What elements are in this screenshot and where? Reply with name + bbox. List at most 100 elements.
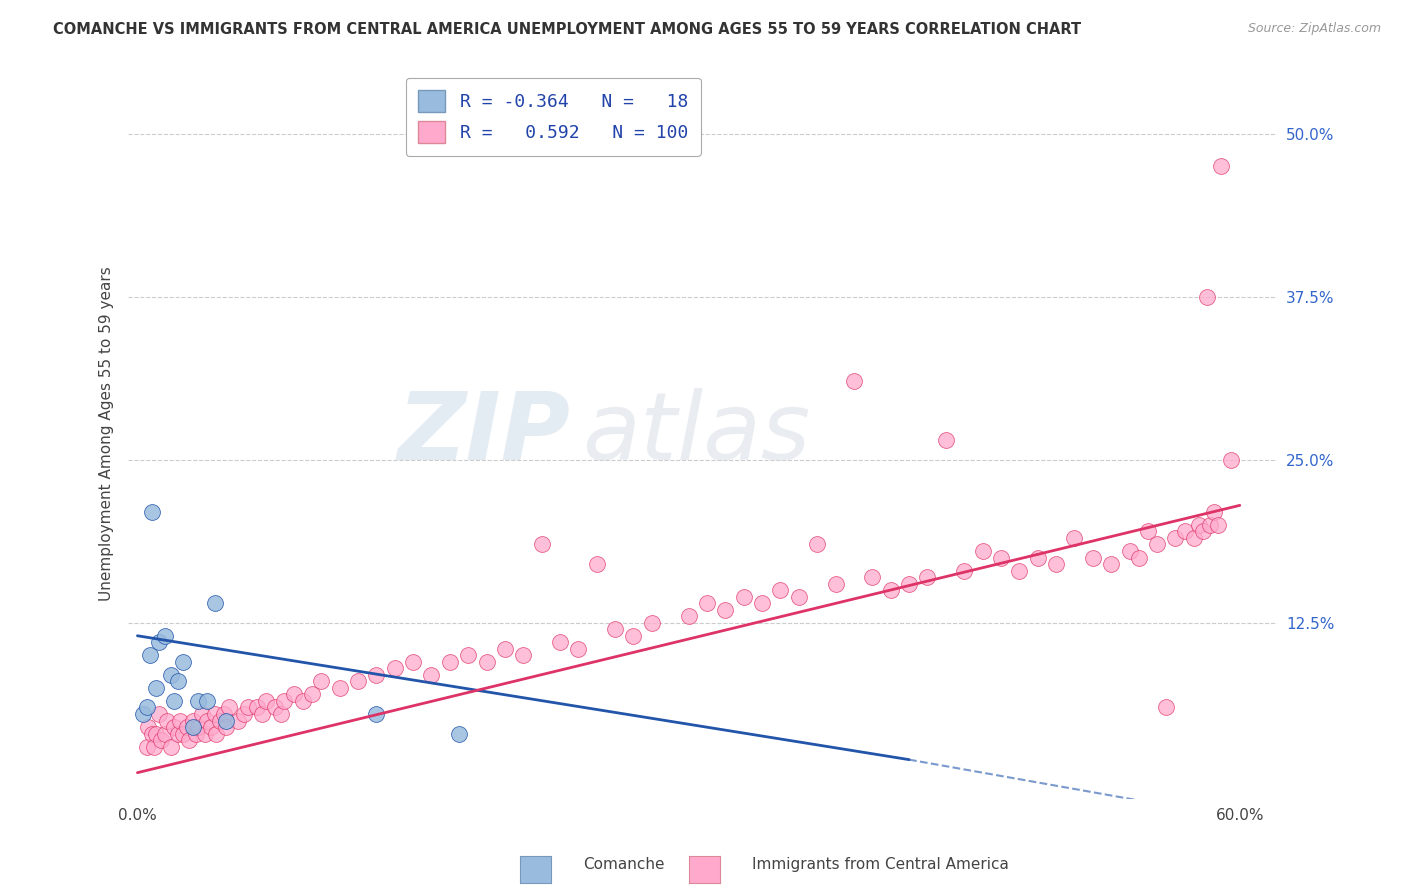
Point: [1146, 537, 1168, 551]
Text: Comanche: Comanche: [583, 857, 665, 872]
Point: [212, 706, 235, 721]
Point: [603, 622, 626, 636]
Point: [972, 544, 994, 558]
Point: [1211, 159, 1233, 173]
Point: [252, 706, 274, 721]
Point: [172, 726, 194, 740]
Point: [176, 720, 198, 734]
Point: [190, 706, 212, 721]
Point: [132, 706, 155, 721]
Point: [1026, 550, 1049, 565]
Point: [898, 576, 921, 591]
Point: [214, 720, 236, 734]
Point: [860, 570, 883, 584]
Point: [270, 706, 292, 721]
Point: [567, 641, 589, 656]
Point: [714, 602, 737, 616]
Point: [1182, 531, 1205, 545]
Point: [530, 537, 553, 551]
Text: ZIP: ZIP: [398, 388, 571, 480]
Point: [177, 733, 200, 747]
Point: [1192, 524, 1215, 539]
Point: [195, 714, 218, 728]
Point: [842, 375, 865, 389]
Point: [475, 655, 498, 669]
Point: [1206, 517, 1229, 532]
Point: [204, 706, 226, 721]
Text: Immigrants from Central America: Immigrants from Central America: [752, 857, 1010, 872]
Y-axis label: Unemployment Among Ages 55 to 59 years: Unemployment Among Ages 55 to 59 years: [100, 267, 114, 601]
Point: [169, 714, 191, 728]
Point: [1199, 517, 1222, 532]
Point: [328, 681, 350, 695]
Point: [181, 714, 204, 728]
Point: [218, 700, 240, 714]
Point: [1099, 557, 1122, 571]
Point: [1164, 531, 1187, 545]
Point: [166, 674, 188, 689]
Point: [384, 661, 406, 675]
Point: [283, 688, 305, 702]
Point: [402, 655, 425, 669]
Point: [236, 700, 259, 714]
Point: [1128, 550, 1150, 565]
Text: Source: ZipAtlas.com: Source: ZipAtlas.com: [1247, 22, 1381, 36]
Point: [145, 726, 167, 740]
Point: [1174, 524, 1197, 539]
Point: [420, 668, 443, 682]
Point: [141, 726, 163, 740]
Point: [159, 739, 181, 754]
Point: [143, 739, 166, 754]
Point: [163, 720, 186, 734]
Point: [1118, 544, 1140, 558]
Point: [990, 550, 1012, 565]
Point: [301, 688, 323, 702]
Text: COMANCHE VS IMMIGRANTS FROM CENTRAL AMERICA UNEMPLOYMENT AMONG AGES 55 TO 59 YEA: COMANCHE VS IMMIGRANTS FROM CENTRAL AMER…: [53, 22, 1081, 37]
Point: [1045, 557, 1067, 571]
Point: [214, 714, 236, 728]
Point: [769, 583, 792, 598]
Point: [181, 720, 204, 734]
Point: [1063, 531, 1085, 545]
Point: [138, 720, 160, 734]
Point: [205, 726, 228, 740]
Point: [187, 694, 209, 708]
Point: [194, 726, 217, 740]
Point: [787, 590, 810, 604]
Point: [246, 700, 269, 714]
Point: [141, 505, 163, 519]
Point: [195, 694, 218, 708]
Point: [439, 655, 461, 669]
Point: [172, 655, 194, 669]
Point: [264, 700, 287, 714]
Point: [366, 668, 388, 682]
Point: [447, 726, 470, 740]
Point: [153, 726, 176, 740]
Point: [145, 681, 167, 695]
Point: [678, 609, 700, 624]
Point: [148, 635, 170, 649]
Point: [1202, 505, 1225, 519]
Point: [273, 694, 295, 708]
Point: [1081, 550, 1104, 565]
Point: [935, 433, 957, 447]
Point: [150, 733, 173, 747]
Point: [139, 648, 162, 663]
Legend: R = -0.364   N =   18, R =   0.592   N = 100: R = -0.364 N = 18, R = 0.592 N = 100: [405, 78, 700, 156]
Point: [204, 596, 226, 610]
Point: [153, 629, 176, 643]
Point: [1219, 452, 1241, 467]
Point: [806, 537, 828, 551]
Point: [209, 714, 232, 728]
Point: [1136, 524, 1159, 539]
Point: [917, 570, 939, 584]
Point: [457, 648, 479, 663]
Point: [254, 694, 277, 708]
Point: [512, 648, 534, 663]
Point: [953, 564, 976, 578]
Point: [186, 726, 208, 740]
Point: [751, 596, 773, 610]
Point: [548, 635, 571, 649]
Point: [824, 576, 846, 591]
Point: [494, 641, 516, 656]
